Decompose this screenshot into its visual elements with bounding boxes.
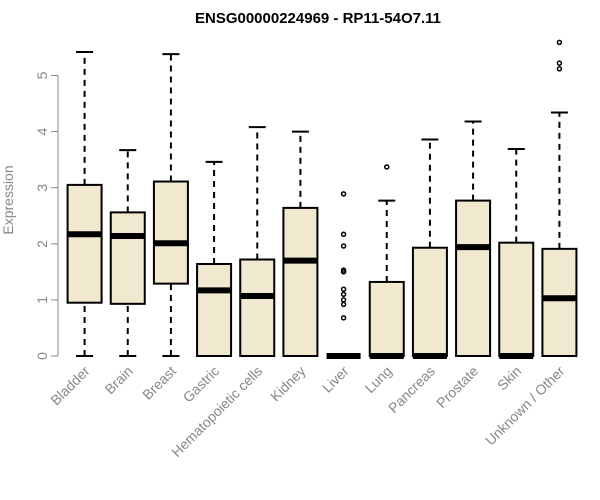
- outlier-point: [340, 286, 347, 292]
- outlier-point: [384, 164, 390, 170]
- box-liver: [326, 191, 361, 359]
- y-axis-label: Expression: [0, 165, 16, 234]
- outlier-point: [340, 243, 347, 249]
- x-tick-label: Brain: [101, 363, 135, 397]
- x-tick-label: Lung: [362, 363, 395, 396]
- x-tick-label: Skin: [494, 363, 525, 394]
- y-tick-label: 3: [34, 184, 50, 192]
- box-iqr: [239, 258, 276, 357]
- y-tick-label: 4: [34, 127, 50, 135]
- box-skin: [498, 147, 535, 359]
- y-tick-label: 5: [34, 71, 50, 79]
- y-tick-label: 1: [34, 296, 50, 304]
- box-lung: [368, 164, 405, 359]
- x-tick-label: Unknown / Other: [482, 363, 568, 449]
- box-iqr: [109, 211, 146, 305]
- box-gastric: [196, 160, 233, 357]
- y-axis: 0 1 2 3 4 5: [34, 71, 59, 360]
- outlier-point: [340, 191, 347, 197]
- box-iqr: [498, 241, 535, 357]
- x-tick-label: Gastric: [180, 363, 223, 406]
- box-iqr: [282, 206, 319, 357]
- boxes-group: [66, 39, 578, 359]
- x-tick-label: Pancreas: [385, 363, 438, 416]
- x-tick-label: Bladder: [47, 363, 93, 409]
- box-iqr: [541, 247, 578, 357]
- outlier-point: [556, 60, 563, 66]
- box-iqr: [368, 280, 405, 357]
- box-brain: [109, 149, 146, 357]
- box-iqr: [411, 246, 448, 358]
- outlier-point: [340, 315, 347, 321]
- chart-title: ENSG00000224969 - RP11-54O7.11: [195, 10, 441, 27]
- outlier-point: [340, 297, 347, 303]
- box-breast: [152, 53, 189, 357]
- x-tick-label: Prostate: [433, 363, 481, 411]
- box-bladder: [66, 50, 103, 357]
- x-tick-label: Liver: [319, 363, 352, 396]
- outlier-point: [556, 39, 563, 46]
- outlier-point: [340, 269, 347, 275]
- box-iqr: [196, 262, 233, 357]
- box-prostate: [455, 120, 492, 357]
- box-iqr: [66, 183, 103, 304]
- outlier-point: [556, 66, 563, 72]
- x-tick-label: Breast: [139, 363, 179, 403]
- y-tick-label: 2: [34, 240, 50, 248]
- y-tick-label: 0: [34, 352, 50, 360]
- x-tick-label: Kidney: [267, 363, 309, 405]
- outlier-point: [340, 231, 347, 238]
- box-pancreas: [411, 138, 448, 359]
- outlier-point: [340, 291, 347, 298]
- box-iqr: [152, 180, 189, 285]
- box-kidney: [282, 130, 319, 357]
- outlier-point: [340, 301, 347, 308]
- box-unknown-other: [541, 39, 578, 357]
- box-hematopoietic-cells: [239, 126, 276, 357]
- box-iqr: [455, 199, 492, 357]
